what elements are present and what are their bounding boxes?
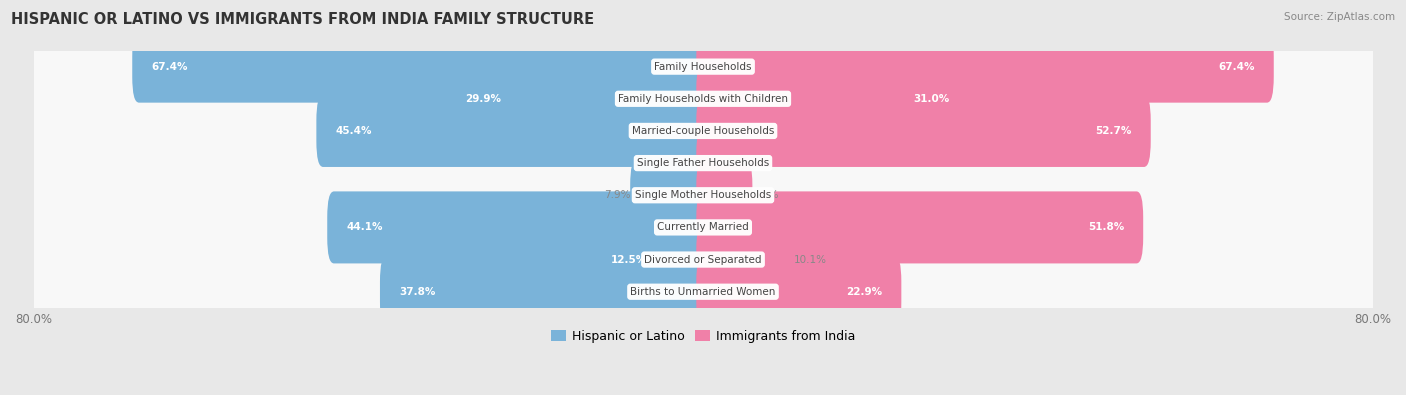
FancyBboxPatch shape xyxy=(31,98,1375,164)
FancyBboxPatch shape xyxy=(696,224,794,295)
FancyBboxPatch shape xyxy=(592,224,710,295)
FancyBboxPatch shape xyxy=(31,162,1375,229)
Text: Single Mother Households: Single Mother Households xyxy=(636,190,770,200)
Text: 51.8%: 51.8% xyxy=(1088,222,1123,232)
Text: 7.9%: 7.9% xyxy=(603,190,630,200)
Text: Family Households with Children: Family Households with Children xyxy=(619,94,787,104)
Text: Source: ZipAtlas.com: Source: ZipAtlas.com xyxy=(1284,12,1395,22)
FancyBboxPatch shape xyxy=(696,256,901,328)
FancyBboxPatch shape xyxy=(380,256,710,328)
FancyBboxPatch shape xyxy=(31,33,1375,100)
Text: 45.4%: 45.4% xyxy=(336,126,373,136)
Text: 52.7%: 52.7% xyxy=(1095,126,1132,136)
Text: 5.1%: 5.1% xyxy=(752,190,779,200)
FancyBboxPatch shape xyxy=(673,127,710,199)
Legend: Hispanic or Latino, Immigrants from India: Hispanic or Latino, Immigrants from Indi… xyxy=(546,325,860,348)
Text: 67.4%: 67.4% xyxy=(152,62,188,71)
FancyBboxPatch shape xyxy=(316,95,710,167)
Text: Divorced or Separated: Divorced or Separated xyxy=(644,254,762,265)
FancyBboxPatch shape xyxy=(31,65,1375,132)
FancyBboxPatch shape xyxy=(31,194,1375,261)
FancyBboxPatch shape xyxy=(31,258,1375,325)
FancyBboxPatch shape xyxy=(696,95,1150,167)
Text: Currently Married: Currently Married xyxy=(657,222,749,232)
FancyBboxPatch shape xyxy=(696,31,1274,103)
Text: 2.8%: 2.8% xyxy=(647,158,673,168)
Text: 44.1%: 44.1% xyxy=(346,222,382,232)
FancyBboxPatch shape xyxy=(630,159,710,231)
FancyBboxPatch shape xyxy=(132,31,710,103)
FancyBboxPatch shape xyxy=(696,127,725,199)
Text: 1.9%: 1.9% xyxy=(725,158,752,168)
Text: 12.5%: 12.5% xyxy=(612,254,647,265)
FancyBboxPatch shape xyxy=(31,130,1375,197)
FancyBboxPatch shape xyxy=(696,192,1143,263)
Text: 67.4%: 67.4% xyxy=(1218,62,1254,71)
FancyBboxPatch shape xyxy=(446,63,710,135)
Text: 10.1%: 10.1% xyxy=(794,254,827,265)
FancyBboxPatch shape xyxy=(696,159,752,231)
FancyBboxPatch shape xyxy=(31,226,1375,293)
Text: HISPANIC OR LATINO VS IMMIGRANTS FROM INDIA FAMILY STRUCTURE: HISPANIC OR LATINO VS IMMIGRANTS FROM IN… xyxy=(11,12,595,27)
FancyBboxPatch shape xyxy=(328,192,710,263)
Text: Single Father Households: Single Father Households xyxy=(637,158,769,168)
Text: Married-couple Households: Married-couple Households xyxy=(631,126,775,136)
FancyBboxPatch shape xyxy=(696,63,969,135)
Text: Family Households: Family Households xyxy=(654,62,752,71)
Text: 37.8%: 37.8% xyxy=(399,287,436,297)
Text: Births to Unmarried Women: Births to Unmarried Women xyxy=(630,287,776,297)
Text: 29.9%: 29.9% xyxy=(465,94,502,104)
Text: 22.9%: 22.9% xyxy=(846,287,882,297)
Text: 31.0%: 31.0% xyxy=(914,94,950,104)
